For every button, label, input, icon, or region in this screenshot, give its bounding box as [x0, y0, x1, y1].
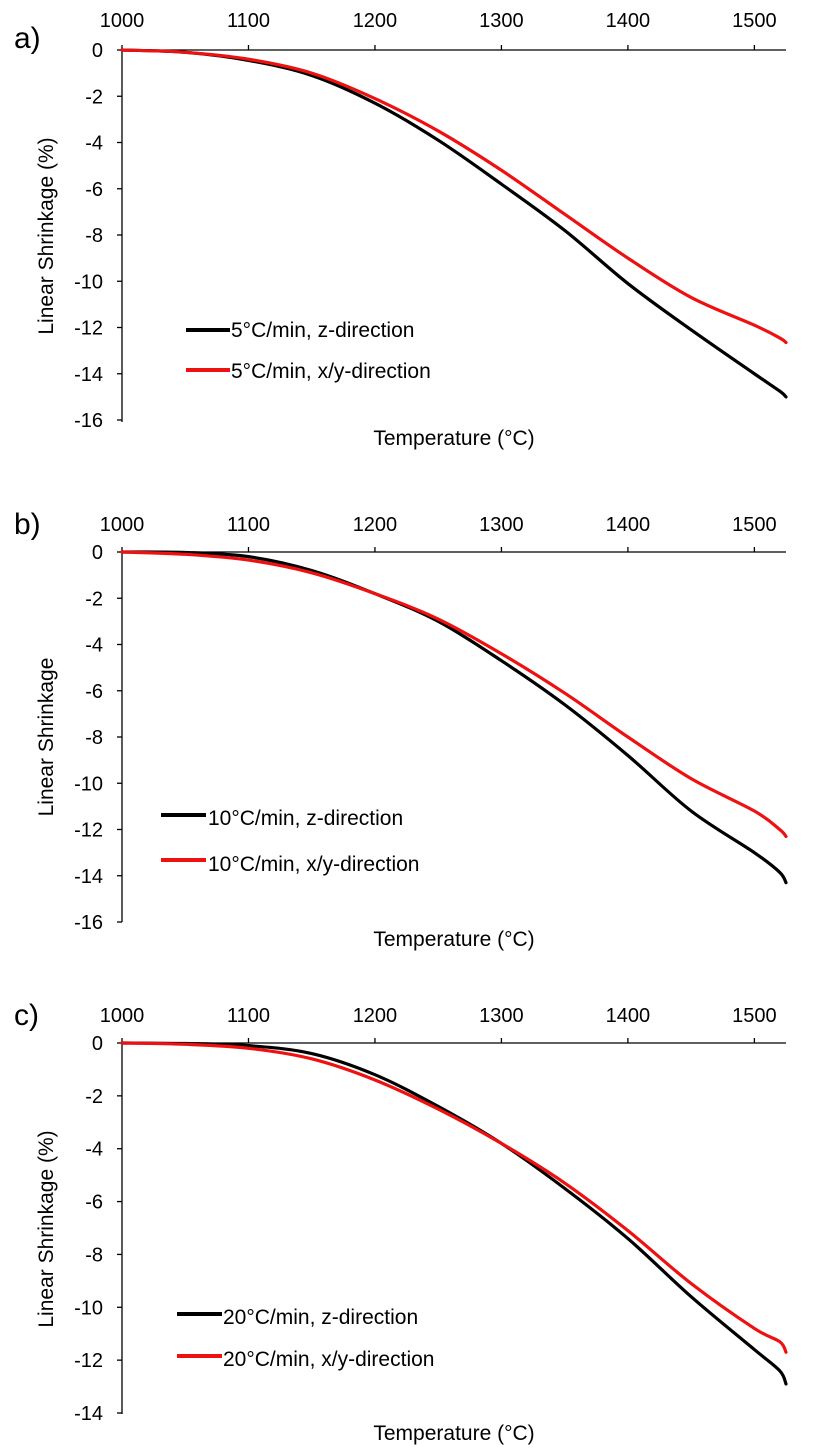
panel-b-y-tick-label: 0	[92, 542, 103, 564]
panel-b-y-tick-label: -14	[74, 866, 103, 888]
panel-a: a) 1000 1100 1200 1300 1400 1500 0 -2 -4 -6 -8 -10…	[14, 10, 788, 450]
panel-a-y-tick-label: -16	[74, 410, 103, 432]
panel-a-x-tick-label: 1000	[100, 10, 145, 32]
panel-a-y-tick-label: -8	[85, 225, 103, 247]
panel-c-legend: 20°C/min, z-direction 20°C/min, x/y-dire…	[177, 1306, 434, 1371]
panel-c-x-tick-label: 1100	[227, 1005, 270, 1027]
panel-b-x-axis-title: Temperature (°C)	[373, 928, 534, 951]
panel-a-label: a)	[14, 22, 41, 55]
panel-c-y-axis: 0 -2 -4 -6 -8 -10 -12 -14	[74, 1033, 123, 1425]
panel-b-series	[120, 550, 788, 885]
panel-b-x-tick-label: 1300	[479, 514, 524, 536]
panel-a-x-axis-title: Temperature (°C)	[373, 427, 534, 450]
panel-c-x-tick-label: 1000	[100, 1005, 145, 1027]
panel-b-legend: 10°C/min, z-direction 10°C/min, x/y-dire…	[161, 807, 419, 876]
panel-a-legend: 5°C/min, z-direction 5°C/min, x/y-direct…	[186, 319, 431, 383]
panel-a-series	[120, 48, 788, 399]
panel-c-series-line-z	[120, 1041, 788, 1386]
panel-b-series-line-xy	[120, 550, 788, 839]
panel-c-legend-label-z: 20°C/min, z-direction	[223, 1306, 418, 1329]
panel-a-legend-label-xy: 5°C/min, x/y-direction	[231, 360, 431, 383]
panel-a-y-tick-label: -6	[85, 179, 103, 201]
panel-a-legend-label-z: 5°C/min, z-direction	[231, 319, 414, 342]
panel-a-x-tick-label: 1100	[227, 10, 270, 32]
panel-b-legend-label-xy: 10°C/min, x/y-direction	[208, 853, 419, 876]
panel-c-y-tick-label: 0	[92, 1033, 103, 1055]
panel-c-legend-label-xy: 20°C/min, x/y-direction	[223, 1348, 434, 1371]
panel-b-y-tick-label: -8	[85, 727, 103, 749]
panel-b-x-tick-label: 1000	[100, 514, 145, 536]
panel-c-y-tick-label: -8	[85, 1244, 103, 1266]
panel-a-y-axis-title: Linear Shrinkage (%)	[35, 137, 58, 334]
panel-a-series-line-xy	[120, 48, 788, 345]
panel-b-y-tick-label: -12	[74, 820, 103, 842]
panel-b-y-axis: 0 -2 -4 -6 -8 -10 -12 -14 -16	[74, 542, 123, 934]
panel-b-y-tick-label: -2	[85, 588, 103, 610]
panel-c-x-tick-label: 1300	[479, 1005, 524, 1027]
panel-a-y-tick-label: -14	[74, 364, 103, 386]
panel-c-y-tick-label: -6	[85, 1192, 103, 1214]
panel-a-x-tick-label: 1300	[479, 10, 524, 32]
panel-b-x-tick-label: 1100	[227, 514, 270, 536]
panel-b-y-tick-label: -10	[74, 773, 103, 795]
panel-a-series-line-z	[120, 48, 788, 399]
panel-b-y-tick-label: -4	[85, 635, 103, 657]
panel-a-x-tick-label: 1500	[732, 10, 777, 32]
panel-c-series-line-xy	[120, 1041, 788, 1354]
panel-a-y-tick-label: -10	[74, 271, 103, 293]
panel-c-y-tick-label: -2	[85, 1086, 103, 1108]
panel-c-y-tick-label: -12	[74, 1350, 103, 1372]
panel-a-x-axis: 1000 1100 1200 1300 1400 1500	[100, 10, 786, 51]
panel-b-y-axis-title: Linear Shrinkage	[35, 658, 58, 817]
panel-b-label: b)	[14, 508, 41, 541]
panel-a-x-tick-label: 1200	[353, 10, 398, 32]
panel-c-x-axis: 1000 1100 1200 1300 1400 1500	[100, 1005, 786, 1044]
panel-b-legend-label-z: 10°C/min, z-direction	[208, 807, 403, 830]
panel-b: b) 1000 1100 1200 1300 1400 1500 0 -2 -4 -6 -8 -10…	[14, 508, 788, 951]
panel-b-series-line-z	[120, 550, 788, 885]
panel-b-y-tick-label: -16	[74, 912, 103, 934]
panel-c-x-tick-label: 1400	[606, 1005, 651, 1027]
panel-a-y-tick-label: -12	[74, 318, 103, 340]
panel-b-x-axis: 1000 1100 1200 1300 1400 1500	[100, 514, 786, 553]
panel-c-y-tick-label: -4	[85, 1139, 103, 1161]
panel-a-y-tick-label: -4	[85, 133, 103, 155]
panel-a-y-axis: 0 -2 -4 -6 -8 -10 -12 -14 -16	[74, 40, 123, 432]
panel-c-x-tick-label: 1200	[353, 1005, 398, 1027]
panel-c-label: c)	[14, 999, 39, 1032]
panel-a-x-tick-label: 1400	[606, 10, 651, 32]
panel-b-y-tick-label: -6	[85, 681, 103, 703]
panel-c-x-tick-label: 1500	[732, 1005, 777, 1027]
panel-a-y-tick-label: -2	[85, 86, 103, 108]
panel-c-y-tick-label: -10	[74, 1297, 103, 1319]
panel-c: c) 1000 1100 1200 1300 1400 1500 0 -2 -4 -6 -8 -10…	[14, 999, 788, 1445]
panel-c-y-tick-label: -14	[74, 1403, 103, 1425]
panel-a-y-tick-label: 0	[92, 40, 103, 62]
panel-c-x-axis-title: Temperature (°C)	[373, 1422, 534, 1445]
panel-b-x-tick-label: 1500	[732, 514, 777, 536]
panel-c-series	[120, 1041, 788, 1386]
panel-b-x-tick-label: 1200	[353, 514, 398, 536]
panel-c-y-axis-title: Linear Shrinkage (%)	[35, 1130, 58, 1327]
panel-b-x-tick-label: 1400	[606, 514, 651, 536]
